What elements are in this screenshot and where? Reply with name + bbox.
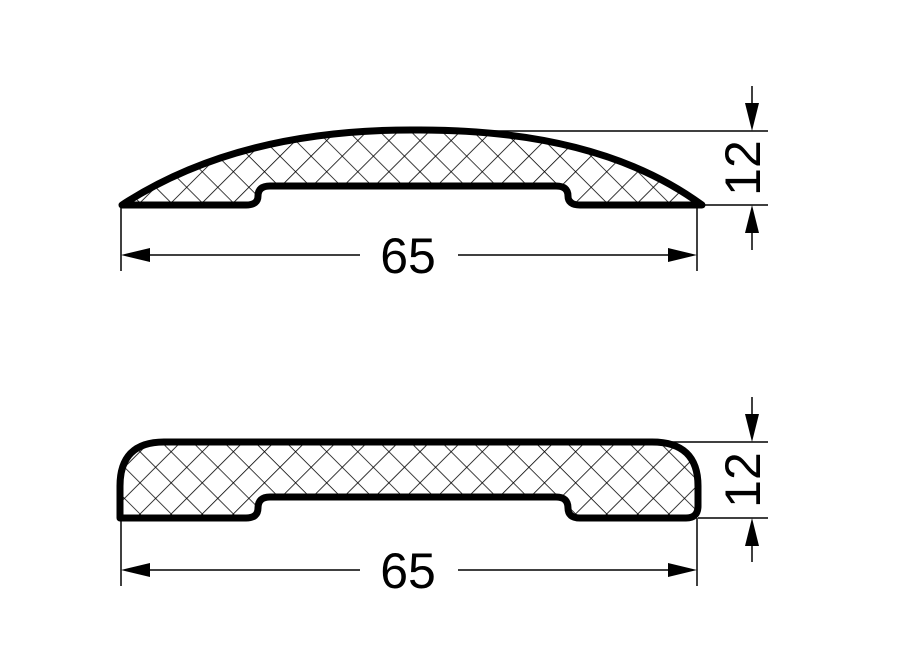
height-dimension-label: 12: [715, 452, 771, 508]
height-dimension-label: 12: [715, 140, 771, 196]
width-arrow-left: [121, 248, 150, 262]
height-arrow-bottom: [745, 518, 759, 546]
height-arrow-top: [745, 414, 759, 442]
width-arrow-left: [121, 563, 150, 577]
width-dimension-label: 65: [380, 228, 436, 284]
flat-profile-section: [116, 438, 702, 522]
curved-profile-section: [118, 126, 706, 209]
curved-profile-group: 65 12: [118, 86, 771, 284]
height-arrow-top: [745, 103, 759, 131]
height-arrow-bottom: [745, 205, 759, 233]
flat-profile-group: 65 12: [116, 397, 771, 599]
width-arrow-right: [668, 248, 697, 262]
width-arrow-right: [668, 563, 697, 577]
width-dimension-label: 65: [380, 543, 436, 599]
